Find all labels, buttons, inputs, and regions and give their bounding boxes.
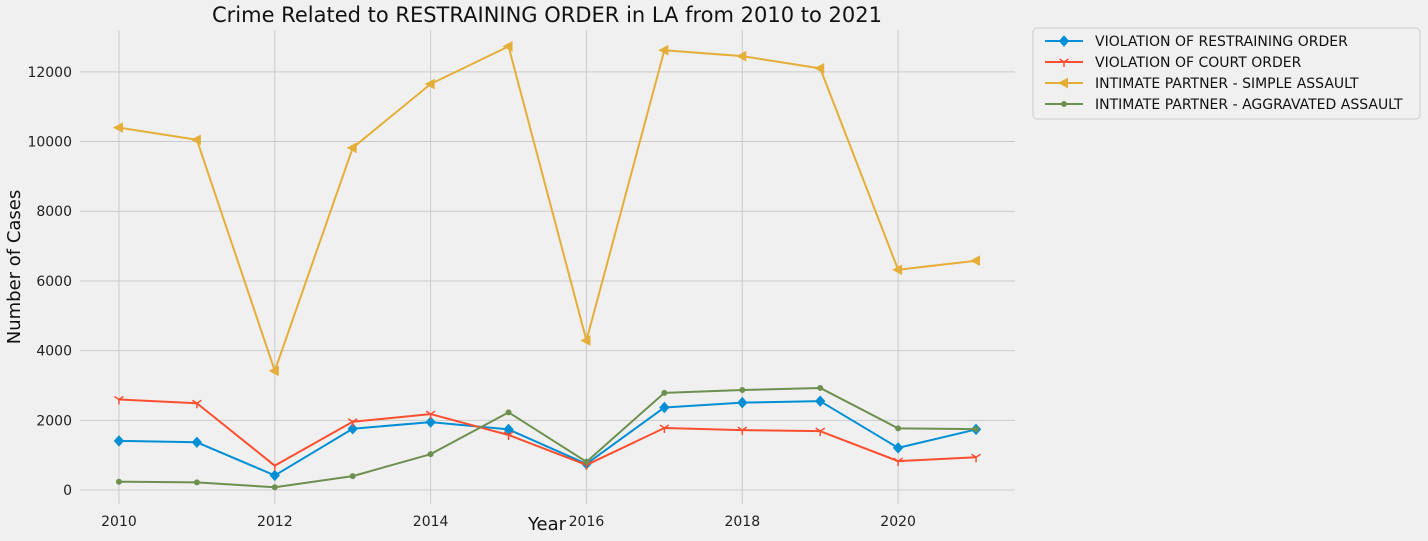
legend-label: INTIMATE PARTNER - AGGRAVATED ASSAULT bbox=[1095, 97, 1403, 113]
x-tick-label: 2014 bbox=[413, 514, 449, 530]
data-point bbox=[580, 335, 591, 346]
data-point bbox=[346, 142, 357, 154]
y-tick-labels: 0 2000 4000 6000 8000 10000 12000 bbox=[27, 65, 72, 499]
y-tick-label: 12000 bbox=[27, 65, 72, 81]
series-line bbox=[118, 386, 977, 489]
data-point bbox=[659, 401, 670, 414]
x-tick-labels: 2010 2012 2014 2016 2018 2020 bbox=[101, 514, 916, 530]
data-point bbox=[425, 416, 436, 428]
y-axis-title: Number of Cases bbox=[4, 190, 25, 345]
legend: VIOLATION OF RESTRAINING ORDER VIOLATION … bbox=[1032, 27, 1421, 120]
data-point bbox=[658, 44, 669, 56]
data-point bbox=[737, 396, 748, 409]
data-point bbox=[1061, 101, 1067, 107]
x-tick-label: 2010 bbox=[101, 514, 137, 530]
data-point bbox=[737, 426, 748, 436]
y-tick-label: 0 bbox=[63, 483, 72, 499]
series-lines bbox=[112, 41, 982, 491]
data-point bbox=[191, 436, 203, 449]
data-point bbox=[973, 426, 980, 433]
data-point bbox=[191, 399, 202, 409]
x-tick-label: 2018 bbox=[724, 514, 760, 530]
data-point bbox=[193, 479, 200, 486]
data-point bbox=[427, 451, 434, 458]
x-tick-label: 2012 bbox=[257, 514, 293, 530]
data-point bbox=[269, 469, 280, 482]
series-group bbox=[112, 41, 981, 377]
y-tick-label: 8000 bbox=[36, 204, 72, 220]
data-point bbox=[425, 410, 436, 420]
series-group bbox=[114, 395, 981, 471]
data-point bbox=[893, 457, 904, 467]
legend-label: INTIMATE PARTNER - SIMPLE ASSAULT bbox=[1095, 76, 1359, 92]
data-point bbox=[113, 435, 125, 447]
data-point bbox=[112, 122, 123, 133]
chart-title: Crime Related to RESTRAINING ORDER in LA… bbox=[212, 3, 882, 27]
data-point bbox=[271, 484, 278, 491]
data-point bbox=[190, 134, 201, 146]
gridlines bbox=[80, 30, 1015, 504]
data-point bbox=[347, 418, 358, 427]
y-tick-label: 4000 bbox=[36, 344, 72, 360]
data-point bbox=[269, 462, 280, 471]
data-point bbox=[502, 41, 513, 52]
data-point bbox=[349, 473, 356, 480]
data-point bbox=[739, 387, 746, 394]
data-point bbox=[661, 389, 668, 396]
data-point bbox=[815, 427, 826, 437]
data-point bbox=[115, 478, 122, 485]
data-point bbox=[114, 395, 124, 405]
data-point bbox=[1057, 77, 1068, 89]
series-group bbox=[113, 395, 982, 482]
data-point bbox=[971, 453, 981, 463]
data-point bbox=[1058, 35, 1070, 47]
y-tick-label: 10000 bbox=[27, 135, 72, 151]
data-point bbox=[268, 365, 279, 377]
y-tick-label: 2000 bbox=[36, 413, 72, 429]
data-point bbox=[817, 384, 824, 391]
legend-label: VIOLATION OF RESTRAINING ORDER bbox=[1095, 34, 1348, 50]
data-point bbox=[895, 425, 902, 432]
series-line bbox=[118, 45, 977, 372]
x-tick-label: 2020 bbox=[880, 514, 916, 530]
data-point bbox=[503, 431, 514, 440]
series-line bbox=[118, 398, 977, 467]
series-group bbox=[115, 384, 980, 491]
x-tick-label: 2016 bbox=[569, 514, 605, 530]
data-point bbox=[736, 50, 747, 62]
data-point bbox=[505, 409, 512, 416]
data-point bbox=[814, 63, 825, 74]
data-point bbox=[815, 395, 826, 407]
series-line bbox=[118, 400, 977, 477]
data-point bbox=[659, 424, 670, 434]
data-point bbox=[347, 422, 358, 435]
data-point bbox=[583, 458, 590, 465]
data-point bbox=[892, 442, 904, 454]
legend-box bbox=[1032, 27, 1421, 120]
data-point bbox=[892, 264, 903, 276]
data-point bbox=[1059, 58, 1069, 67]
x-axis-title: Year bbox=[527, 514, 567, 535]
data-point bbox=[969, 255, 981, 267]
y-tick-label: 6000 bbox=[36, 274, 72, 290]
legend-label: VIOLATION OF COURT ORDER bbox=[1095, 55, 1302, 71]
data-point bbox=[424, 78, 435, 90]
